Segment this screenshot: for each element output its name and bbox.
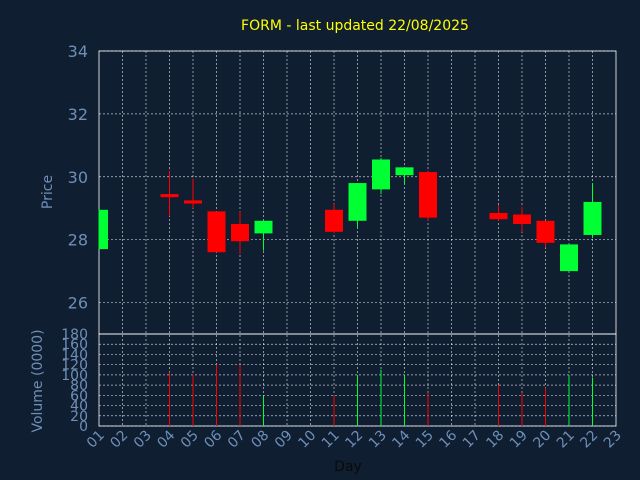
candle-body [513,214,531,224]
volume-tick-label: 40 [70,399,88,415]
day-axis: 01 02 03 04 05 06 07 08 09 10 11 12 13 14 15 16 17 18 19 20… [84,427,625,451]
volume-tick-label: 180 [61,327,88,343]
price-tick-label: 32 [68,105,88,124]
candle-body [419,172,437,218]
price-axis: 34 32 30 28 26 [68,42,88,313]
volume-tick-label: 0 [79,419,88,435]
candle-body [160,194,179,198]
volume-tick-label: 100 [61,368,88,384]
volume-tick-label: 120 [61,358,88,374]
candle-body [99,209,108,250]
volume-tick-label: 80 [70,378,88,394]
candle-body [325,209,343,232]
volume-tick-label: 160 [61,337,88,353]
volume-tick-label: 60 [70,388,88,404]
candles [98,157,602,272]
price-tick-label: 26 [68,294,88,313]
candle-body [536,220,555,243]
candle-body [254,220,273,234]
price-tick-label: 28 [68,231,88,250]
volume-tick-label: 140 [61,347,88,363]
candle-body [184,200,202,204]
volume-axis-label: Volume (0000) [30,329,46,432]
candle-body [489,212,508,220]
candle-body [395,167,414,176]
candle-body [207,211,226,253]
candle-body [372,159,390,190]
x-axis-label: Day [334,459,362,475]
candle-body [348,183,367,221]
candle-body [560,244,578,272]
volume-tick-label: 20 [70,409,88,425]
price-tick-label: 30 [68,168,88,187]
vertical-grid [122,51,593,426]
candle-body [583,201,602,235]
price-axis-label: Price [40,175,56,209]
candle-body [231,223,249,242]
volume-bars [169,364,593,426]
chart-title: FORM - last updated 22/08/2025 [241,18,469,34]
price-tick-label: 34 [68,42,88,61]
